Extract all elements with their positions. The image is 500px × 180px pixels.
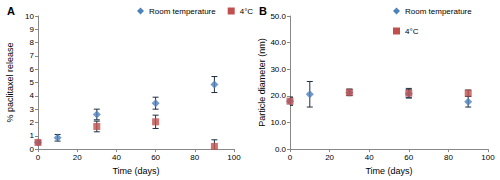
svg-text:1: 1: [30, 131, 35, 140]
svg-text:0: 0: [36, 153, 41, 162]
svg-text:Room temperature: Room temperature: [149, 7, 216, 16]
svg-text:Particle diameter (nm): Particle diameter (nm): [257, 38, 267, 127]
svg-text:50.0: 50.0: [270, 12, 286, 21]
svg-text:80: 80: [444, 153, 453, 162]
svg-text:0.0: 0.0: [275, 145, 287, 154]
svg-text:0: 0: [288, 153, 293, 162]
svg-text:20: 20: [73, 153, 82, 162]
svg-text:B: B: [259, 5, 267, 17]
svg-text:80: 80: [190, 153, 199, 162]
svg-text:100: 100: [481, 153, 495, 162]
svg-text:4°C: 4°C: [240, 7, 254, 16]
svg-text:10: 10: [25, 12, 34, 21]
svg-text:0: 0: [30, 145, 35, 154]
svg-text:5: 5: [30, 78, 35, 87]
svg-text:Room temperature: Room temperature: [405, 7, 472, 16]
svg-text:7: 7: [30, 51, 35, 60]
svg-text:6: 6: [30, 65, 35, 74]
svg-text:3: 3: [30, 105, 35, 114]
svg-text:20.0: 20.0: [270, 91, 286, 100]
svg-text:10.0: 10.0: [270, 118, 286, 127]
svg-text:40.0: 40.0: [270, 38, 286, 47]
svg-text:4°C: 4°C: [405, 27, 419, 36]
svg-text:40: 40: [365, 153, 374, 162]
svg-text:40: 40: [112, 153, 121, 162]
svg-text:60: 60: [151, 153, 160, 162]
svg-text:30.0: 30.0: [270, 65, 286, 74]
svg-text:8: 8: [30, 38, 35, 47]
svg-text:9: 9: [30, 25, 35, 34]
svg-text:20: 20: [325, 153, 334, 162]
svg-text:Time (days): Time (days): [365, 166, 412, 176]
svg-text:A: A: [7, 5, 15, 17]
svg-text:100: 100: [227, 153, 241, 162]
svg-text:Time (days): Time (days): [112, 166, 159, 176]
svg-text:60: 60: [404, 153, 413, 162]
svg-text:4: 4: [30, 91, 35, 100]
svg-text:2: 2: [30, 118, 35, 127]
svg-text:% paclitaxel release: % paclitaxel release: [5, 43, 15, 123]
